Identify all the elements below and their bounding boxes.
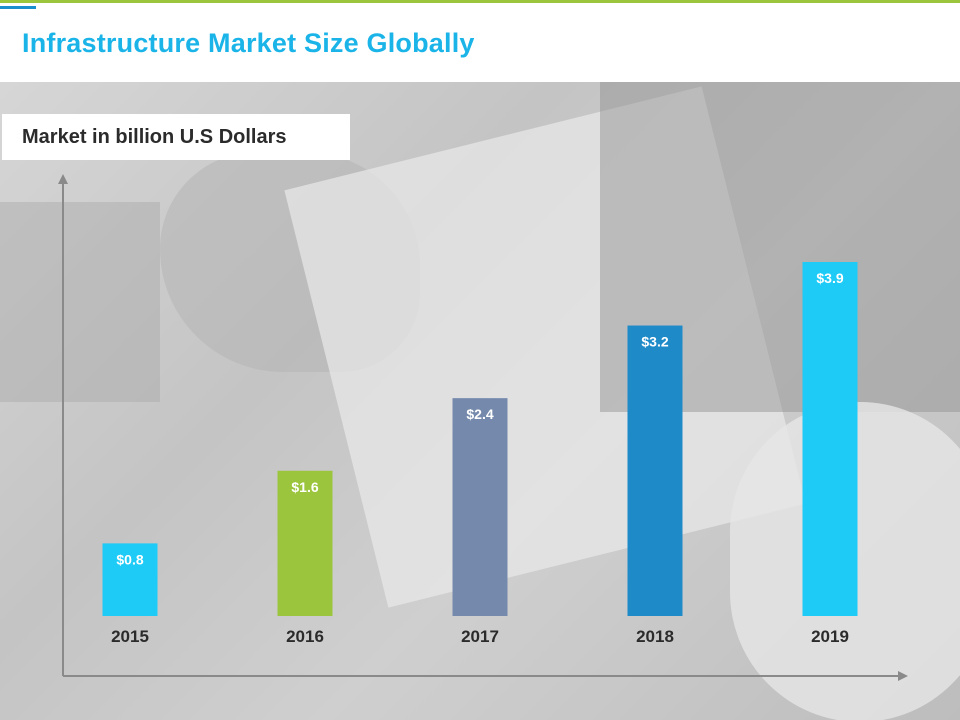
y-axis-arrow [58, 174, 68, 184]
bar-2019 [802, 262, 858, 616]
x-tick-label-2016: 2016 [286, 627, 324, 646]
bar-2015 [102, 543, 158, 616]
slide-title: Infrastructure Market Size Globally [22, 28, 475, 58]
data-label-2019: $3.9 [816, 270, 843, 286]
x-tick-label-2019: 2019 [811, 627, 849, 646]
data-label-2017: $2.4 [466, 406, 493, 422]
x-tick-label-2017: 2017 [461, 627, 499, 646]
bars-group: $0.8 2015 $1.6 2016 $2.4 2017 $3.2 2018 $3.9 2019 [102, 262, 858, 646]
data-label-2015: $0.8 [116, 551, 143, 567]
bar-2017 [452, 398, 508, 616]
unit-label-box: Market in billion U.S Dollars [2, 114, 350, 160]
x-tick-label-2018: 2018 [636, 627, 674, 646]
top-rule [0, 0, 960, 3]
data-label-2016: $1.6 [291, 479, 318, 495]
x-axis-arrow [898, 671, 908, 681]
data-label-2018: $3.2 [641, 334, 668, 350]
photo-dark-left [0, 202, 160, 402]
x-tick-label-2015: 2015 [111, 627, 149, 646]
top-accent-bar [0, 6, 36, 9]
bar-2016 [277, 470, 333, 616]
bar-2018 [627, 325, 683, 616]
